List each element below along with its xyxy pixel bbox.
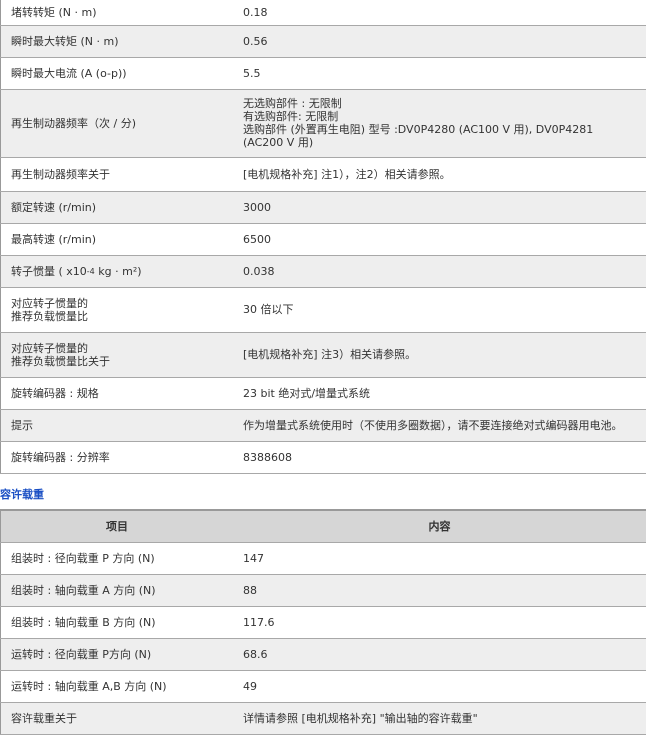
- table-row: 额定转速 (r/min)3000: [1, 191, 646, 223]
- label-line: 推荐负载惯量比: [11, 310, 223, 323]
- row-label: 瞬时最大电流 (A (o-p)): [1, 57, 234, 89]
- row-label: 运转时 : 径向载重 P方向 (N): [1, 638, 234, 670]
- row-label: 额定转速 (r/min): [1, 191, 234, 223]
- table-row: 运转时 : 轴向载重 A,B 方向 (N)49: [1, 670, 646, 702]
- row-value: 88: [233, 574, 646, 606]
- table-row: 容许载重关于详情请参照 [电机规格补充] "输出轴的容许载重": [1, 702, 646, 734]
- value-line: 有选购部件: 无限制: [243, 110, 636, 123]
- row-label: 再生制动器频率（次 / 分): [1, 89, 234, 157]
- label-line: 推荐负载惯量比关于: [11, 355, 223, 368]
- row-label: 组装时 : 径向载重 P 方向 (N): [1, 542, 234, 574]
- row-value: [电机规格补充] 注3）相关请参照。: [233, 332, 646, 377]
- table-row: 再生制动器频率（次 / 分)无选购部件 : 无限制有选购部件: 无限制选购部件 …: [1, 89, 646, 157]
- table-row: 转子惯量 ( x10-4 kg · m²)0.038: [1, 255, 646, 287]
- section-title: 容许载重: [0, 488, 646, 501]
- row-label: 旋转编码器 : 分辨率: [1, 441, 234, 473]
- row-label: 再生制动器频率关于: [1, 157, 234, 191]
- table-row: 再生制动器频率关于[电机规格补充] 注1），注2）相关请参照。: [1, 157, 646, 191]
- row-value: 0.18: [233, 0, 646, 25]
- table-row: 瞬时最大转矩 (N · m)0.56: [1, 25, 646, 57]
- table-row: 最高转速 (r/min)6500: [1, 223, 646, 255]
- row-value: 5.5: [233, 57, 646, 89]
- row-value: 3000: [233, 191, 646, 223]
- allowable-load-table: 项目内容 组装时 : 径向载重 P 方向 (N)147 组装时 : 轴向载重 A…: [0, 509, 646, 735]
- row-value: 详情请参照 [电机规格补充] "输出轴的容许载重": [233, 702, 646, 734]
- row-value: 23 bit 绝对式/增量式系统: [233, 377, 646, 409]
- row-value: [电机规格补充] 注1），注2）相关请参照。: [233, 157, 646, 191]
- row-value: 6500: [233, 223, 646, 255]
- value-line: 无选购部件 : 无限制: [243, 97, 636, 110]
- row-label: 最高转速 (r/min): [1, 223, 234, 255]
- row-label: 组装时 : 轴向载重 B 方向 (N): [1, 606, 234, 638]
- row-label: 容许载重关于: [1, 702, 234, 734]
- table-row: 对应转子惯量的推荐负载惯量比关于[电机规格补充] 注3）相关请参照。: [1, 332, 646, 377]
- motor-spec-table: 堵转转矩 (N · m)0.18 瞬时最大转矩 (N · m)0.56 瞬时最大…: [0, 0, 646, 474]
- column-header-item: 项目: [1, 510, 234, 543]
- label-superscript: -4: [87, 267, 95, 276]
- row-label: 旋转编码器 : 规格: [1, 377, 234, 409]
- label-line: 对应转子惯量的: [11, 342, 223, 355]
- table-header: 项目内容: [1, 510, 646, 543]
- row-label: 对应转子惯量的推荐负载惯量比: [1, 287, 234, 332]
- value-line: 选购部件 (外置再生电阻) 型号 :DV0P4280 (AC100 V 用), …: [243, 123, 636, 149]
- row-label: 瞬时最大转矩 (N · m): [1, 25, 234, 57]
- row-label: 运转时 : 轴向载重 A,B 方向 (N): [1, 670, 234, 702]
- table-row: 运转时 : 径向载重 P方向 (N)68.6: [1, 638, 646, 670]
- row-value: 0.038: [233, 255, 646, 287]
- row-value: 49: [233, 670, 646, 702]
- row-value: 30 倍以下: [233, 287, 646, 332]
- row-label: 组装时 : 轴向载重 A 方向 (N): [1, 574, 234, 606]
- table-row: 堵转转矩 (N · m)0.18: [1, 0, 646, 25]
- row-value: 68.6: [233, 638, 646, 670]
- table-row: 组装时 : 轴向载重 A 方向 (N)88: [1, 574, 646, 606]
- row-value: 117.6: [233, 606, 646, 638]
- label-text: kg · m²): [95, 265, 142, 278]
- row-value: 无选购部件 : 无限制有选购部件: 无限制选购部件 (外置再生电阻) 型号 :D…: [233, 89, 646, 157]
- row-label: 转子惯量 ( x10-4 kg · m²): [1, 255, 234, 287]
- row-label: 提示: [1, 409, 234, 441]
- table-row: 提示作为增量式系统使用时（不使用多圈数据），请不要连接绝对式编码器用电池。: [1, 409, 646, 441]
- column-header-content: 内容: [233, 510, 646, 543]
- label-line: 对应转子惯量的: [11, 297, 223, 310]
- table-row: 组装时 : 轴向载重 B 方向 (N)117.6: [1, 606, 646, 638]
- row-label: 对应转子惯量的推荐负载惯量比关于: [1, 332, 234, 377]
- table-row: 瞬时最大电流 (A (o-p))5.5: [1, 57, 646, 89]
- label-text: 转子惯量 ( x10: [11, 265, 87, 278]
- row-value: 147: [233, 542, 646, 574]
- row-value: 8388608: [233, 441, 646, 473]
- row-value: 0.56: [233, 25, 646, 57]
- row-label: 堵转转矩 (N · m): [1, 0, 234, 25]
- table-row: 组装时 : 径向载重 P 方向 (N)147: [1, 542, 646, 574]
- row-value: 作为增量式系统使用时（不使用多圈数据），请不要连接绝对式编码器用电池。: [233, 409, 646, 441]
